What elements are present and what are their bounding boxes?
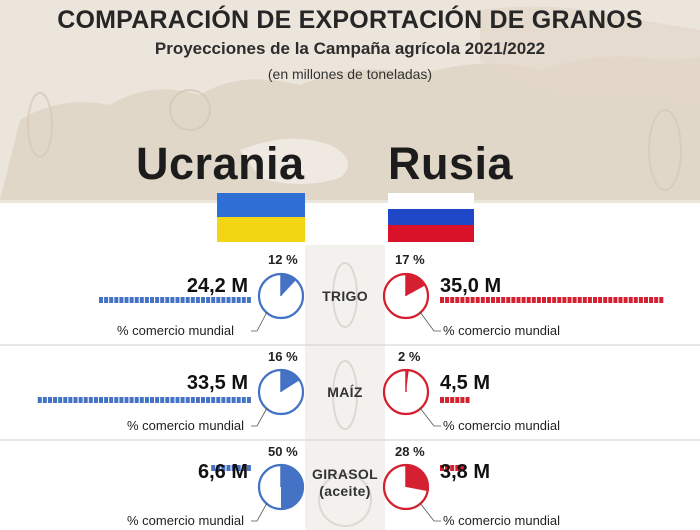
leader-russia-trigo	[419, 311, 441, 332]
pie-ukraine-trigo	[257, 272, 305, 320]
leader-russia-maiz	[419, 407, 441, 427]
crop-label-trigo: TRIGO	[322, 288, 368, 304]
pie-russia-girasol	[382, 463, 430, 511]
ukraine-trigo-value: 24,2 M	[186, 275, 248, 297]
ukraine-girasol-value: 6,6 M	[197, 461, 248, 483]
bar-russia-trigo	[440, 297, 664, 303]
pie-russia-trigo	[382, 272, 430, 320]
page-title: COMPARACIÓN DE EXPORTACIÓN DE GRANOS	[57, 6, 643, 34]
ukraine-girasol-caption: % comercio mundial	[127, 513, 245, 528]
russia-girasol-caption: % comercio mundial	[443, 513, 561, 528]
bar-ukraine-trigo	[99, 297, 251, 303]
crop-label-maiz: MAÍZ	[327, 384, 363, 400]
pie-ukraine-girasol	[257, 463, 305, 511]
ukraine-maiz-share: 16 %	[268, 349, 298, 364]
flag-ukraine	[217, 193, 305, 242]
bar-russia-girasol	[440, 465, 465, 471]
country-name-russia: Rusia	[388, 138, 514, 189]
bar-russia-maiz	[440, 397, 470, 403]
russia-girasol-share: 28 %	[395, 444, 425, 459]
russia-maiz-value: 4,5 M	[440, 372, 491, 394]
bar-ukraine-girasol	[211, 465, 251, 471]
russia-trigo-caption: % comercio mundial	[443, 323, 561, 338]
country-name-ukraine: Ucrania	[136, 138, 305, 189]
ukraine-trigo-share: 12 %	[268, 252, 298, 267]
pie-russia-maiz	[382, 368, 430, 416]
russia-maiz-caption: % comercio mundial	[443, 418, 561, 433]
ukraine-girasol-share: 50 %	[268, 444, 298, 459]
leader-ukraine-trigo	[251, 311, 268, 332]
russia-maiz-share: 2 %	[398, 349, 421, 364]
flag-russia	[388, 193, 474, 242]
pie-ukraine-maiz	[257, 368, 305, 416]
crop-label-girasol: GIRASOL (aceite)	[312, 466, 378, 499]
russia-trigo-value: 35,0 M	[440, 275, 502, 297]
bar-ukraine-maiz	[37, 397, 251, 403]
units-note: (en millones de toneladas)	[267, 66, 433, 82]
russia-girasol-value: 3,8 M	[440, 461, 491, 483]
leader-russia-girasol	[419, 502, 441, 522]
ukraine-maiz-caption: % comercio mundial	[127, 418, 245, 433]
page-subtitle: Proyecciones de la Campaña agrícola 2021…	[154, 39, 546, 58]
leader-ukraine-maiz	[251, 407, 268, 427]
ukraine-maiz-value: 33,5 M	[186, 372, 248, 394]
russia-trigo-share: 17 %	[395, 252, 425, 267]
leader-ukraine-girasol	[251, 502, 268, 522]
ukraine-trigo-caption: % comercio mundial	[117, 323, 235, 338]
